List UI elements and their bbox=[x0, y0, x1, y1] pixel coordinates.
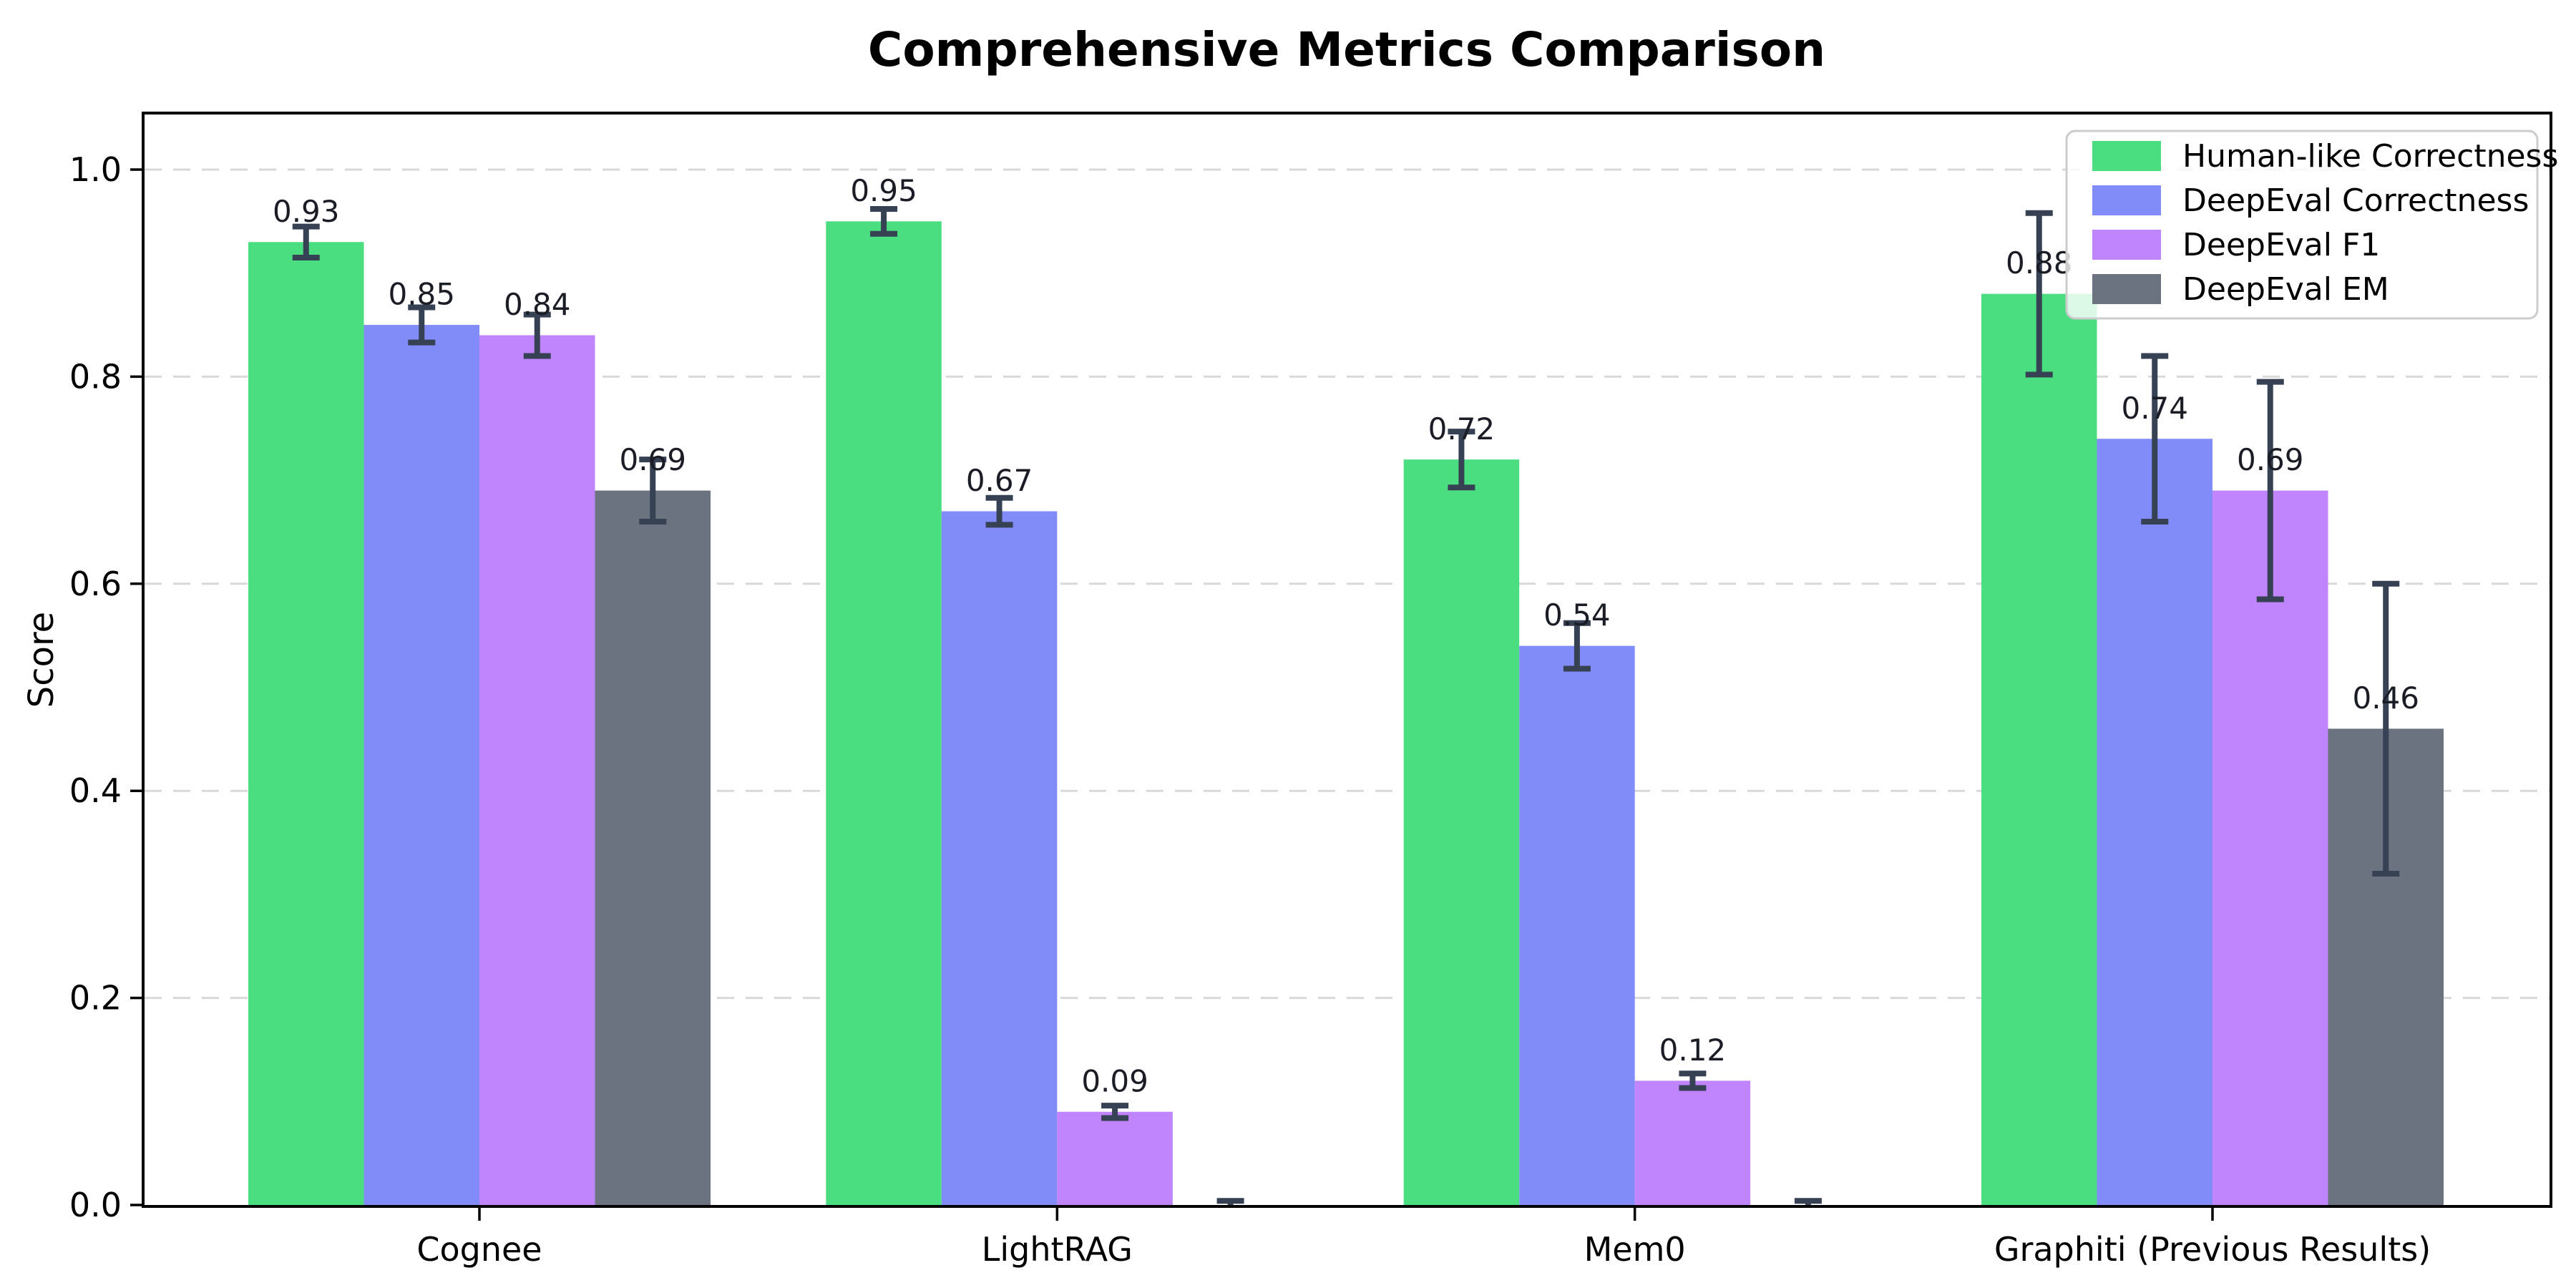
legend-label: Human-like Correctness bbox=[2182, 138, 2558, 175]
bar-value-label: 0.69 bbox=[619, 442, 686, 477]
bar-deepeval-correctness bbox=[364, 325, 479, 1205]
bar-deepeval-correctness bbox=[941, 511, 1058, 1205]
bar-human-like-correctness bbox=[1981, 293, 2097, 1205]
y-tick-label: 0.2 bbox=[69, 979, 122, 1018]
y-tick-label: 0.8 bbox=[69, 357, 122, 396]
bar-value-label: 0.69 bbox=[2237, 442, 2304, 477]
bar-deepeval-f1 bbox=[479, 335, 595, 1205]
plot-area: 0.93 0.95 0.72 0.88 0.85 0.67 0.54 0.74 0.84 0.09… bbox=[69, 112, 2552, 1269]
bar-value-label: 0.54 bbox=[1543, 597, 1611, 633]
legend-swatch bbox=[2092, 141, 2161, 171]
legend-label: DeepEval EM bbox=[2182, 271, 2389, 308]
plot-border bbox=[142, 112, 2552, 1208]
bar-value-label: 0.84 bbox=[504, 287, 571, 322]
bar-value-label: 0.74 bbox=[2121, 391, 2188, 426]
bar-value-label: 0.46 bbox=[2352, 680, 2419, 716]
legend: Human-like Correctness DeepEval Correctne… bbox=[2065, 130, 2558, 320]
legend-box bbox=[2065, 130, 2539, 320]
bar-deepeval-correctness bbox=[2097, 439, 2212, 1205]
bar-human-like-correctness bbox=[248, 242, 364, 1205]
bar-deepeval-f1 bbox=[1634, 1080, 1751, 1205]
bar-value-label: 0.93 bbox=[273, 194, 340, 229]
x-tick-label: Graphiti (Previous Results) bbox=[1994, 1230, 2431, 1269]
bar-value-label: 0.95 bbox=[850, 173, 917, 208]
y-tick-label: 1.0 bbox=[69, 150, 122, 189]
legend-label: DeepEval Correctness bbox=[2182, 182, 2529, 219]
bar-deepeval-em bbox=[595, 490, 711, 1205]
bar-deepeval-f1 bbox=[1057, 1111, 1173, 1205]
bar-deepeval-correctness bbox=[1519, 645, 1635, 1205]
error-bars bbox=[292, 205, 2400, 1206]
bar-value-label: 0.88 bbox=[2006, 245, 2073, 280]
x-tick-label: Cognee bbox=[416, 1230, 542, 1269]
y-axis-label: Score bbox=[21, 612, 62, 708]
legend-swatch bbox=[2092, 185, 2161, 215]
legend-swatch bbox=[2092, 274, 2161, 304]
legend-label: DeepEval F1 bbox=[2182, 227, 2380, 263]
y-tick-label: 0.6 bbox=[69, 565, 122, 603]
bar-value-label: 0.09 bbox=[1081, 1063, 1148, 1098]
bar-human-like-correctness bbox=[826, 221, 942, 1206]
legend-swatch bbox=[2092, 230, 2161, 260]
y-tick-label: 0.0 bbox=[69, 1186, 122, 1224]
x-tick-label: LightRAG bbox=[982, 1230, 1133, 1269]
x-tick-label: Mem0 bbox=[1584, 1230, 1686, 1269]
bar-value-label: 0.72 bbox=[1428, 411, 1496, 447]
bar-value-label: 0.67 bbox=[966, 463, 1033, 498]
bar-value-label: 0.12 bbox=[1659, 1033, 1727, 1068]
bar-deepeval-f1 bbox=[2212, 490, 2328, 1205]
chart-title: Comprehensive Metrics Comparison bbox=[868, 22, 1825, 77]
y-tick-label: 0.4 bbox=[69, 771, 122, 810]
bar-value-label: 0.85 bbox=[388, 277, 455, 312]
bar-human-like-correctness bbox=[1403, 459, 1520, 1206]
